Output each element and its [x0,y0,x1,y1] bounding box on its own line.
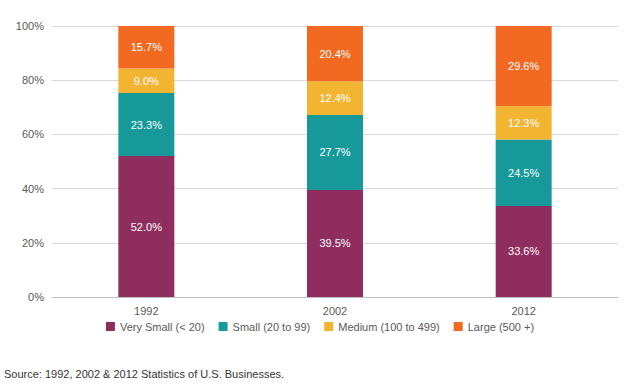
svg-text:1992: 1992 [134,305,158,317]
svg-text:27.7%: 27.7% [319,146,350,158]
svg-text:40%: 40% [22,183,44,195]
svg-text:20.4%: 20.4% [319,48,350,60]
svg-text:2002: 2002 [323,305,347,317]
svg-text:100%: 100% [16,20,44,32]
svg-text:52.0%: 52.0% [131,221,162,233]
svg-text:39.5%: 39.5% [319,237,350,249]
svg-text:12.3%: 12.3% [508,117,539,129]
svg-text:0%: 0% [28,291,44,303]
svg-text:24.5%: 24.5% [508,167,539,179]
svg-text:29.6%: 29.6% [508,60,539,72]
svg-text:12.4%: 12.4% [319,92,350,104]
svg-text:9.0%: 9.0% [134,75,159,87]
svg-text:Source: 1992, 2002 & 2012 Stat: Source: 1992, 2002 & 2012 Statistics of … [4,368,284,380]
svg-text:23.3%: 23.3% [131,119,162,131]
svg-text:15.7%: 15.7% [131,41,162,53]
svg-text:Small (20 to 99): Small (20 to 99) [233,321,311,333]
svg-text:60%: 60% [22,128,44,140]
svg-text:33.6%: 33.6% [508,245,539,257]
svg-text:80%: 80% [22,74,44,86]
svg-text:Large (500 +): Large (500 +) [468,321,534,333]
svg-text:20%: 20% [22,237,44,249]
svg-text:Very Small (< 20): Very Small (< 20) [120,321,205,333]
svg-text:2012: 2012 [511,305,535,317]
svg-text:Medium (100 to 499): Medium (100 to 499) [338,321,440,333]
